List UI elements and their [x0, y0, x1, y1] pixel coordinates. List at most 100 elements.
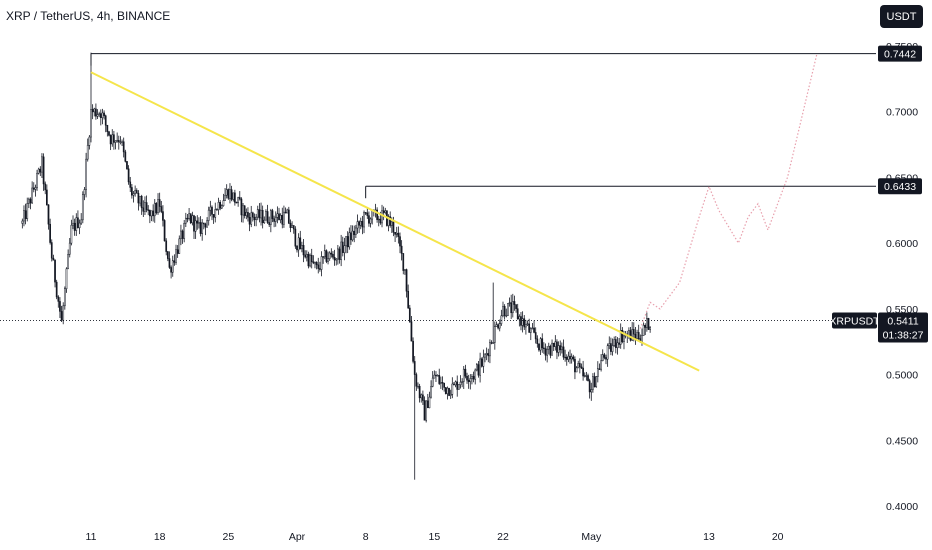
candle-body [194, 220, 197, 232]
candle [242, 203, 244, 223]
candle-body [471, 376, 473, 379]
candle-body [647, 318, 650, 330]
candle [338, 246, 341, 264]
candle [235, 201, 238, 204]
candle-body [263, 219, 266, 224]
candle [81, 191, 84, 224]
candle-body [479, 358, 481, 376]
candle-body [323, 250, 326, 258]
candle [305, 250, 308, 262]
candle-body [230, 189, 233, 200]
candle-body [209, 206, 212, 211]
candle-body [268, 222, 271, 225]
candle [106, 124, 109, 137]
candle-body [608, 343, 611, 346]
candle [191, 211, 194, 226]
candle-body [646, 318, 648, 328]
candle-body [158, 199, 161, 207]
candle [193, 214, 195, 239]
candle [279, 213, 282, 224]
candle [454, 380, 457, 388]
candle [297, 233, 300, 257]
candle [117, 135, 120, 150]
candle-body [225, 189, 228, 196]
candle-body [641, 335, 643, 342]
candle [346, 231, 349, 254]
candle [46, 184, 48, 206]
candle-body [189, 213, 192, 224]
candle-body [140, 195, 143, 209]
candle-body [36, 172, 38, 188]
candle [412, 337, 414, 364]
currency-unit-button[interactable]: USDT [880, 5, 923, 28]
candle-body [129, 181, 132, 188]
candle-body [39, 168, 42, 173]
candle [395, 226, 398, 238]
candle [116, 132, 119, 143]
candle [503, 304, 506, 320]
candle-body [498, 323, 501, 329]
candle-body [397, 232, 400, 237]
candle [39, 166, 42, 177]
candle-body [95, 108, 97, 117]
candle-body [490, 342, 493, 344]
candle-body [273, 218, 275, 222]
time-axis[interactable]: 11 18 25 Apr 8 15 22 May 13 20 [86, 531, 784, 543]
candle [552, 342, 555, 352]
candle-body [330, 252, 333, 255]
candle-body [274, 216, 277, 222]
candle-body [464, 368, 467, 377]
candle [28, 197, 30, 209]
candle-body [266, 211, 269, 223]
candle-body [278, 213, 280, 220]
candle-body [600, 360, 602, 370]
candle-body [37, 168, 40, 174]
candle [458, 384, 460, 390]
candle [23, 205, 25, 227]
candle-body [533, 327, 535, 333]
candle-body [399, 236, 401, 247]
symbol-tag-label: XRPUSDT [829, 316, 880, 328]
candle [646, 312, 648, 332]
candle [202, 222, 205, 230]
candle [269, 208, 272, 233]
candle-body [28, 198, 30, 204]
candle [547, 342, 550, 355]
candle-body [204, 223, 207, 228]
candle [247, 207, 249, 222]
candle-body [379, 218, 382, 224]
price-axis[interactable]: 0.75000.70000.65000.60000.55000.50000.45… [886, 41, 918, 513]
candle [158, 192, 161, 213]
candle [440, 376, 442, 389]
candle [319, 261, 321, 272]
candle [497, 323, 499, 330]
candle [495, 321, 498, 327]
candle [80, 213, 83, 225]
candle [356, 214, 359, 234]
candle [144, 196, 146, 216]
candle [358, 220, 360, 234]
candle-body [286, 209, 289, 214]
candle-body [343, 245, 346, 253]
candle-body [480, 358, 483, 367]
candle [135, 188, 138, 194]
candle [83, 187, 86, 201]
candle [649, 326, 651, 333]
candle [482, 349, 485, 373]
candle-body [240, 198, 243, 216]
candle-body [438, 375, 441, 384]
candle-body [114, 140, 117, 143]
candle-body [448, 387, 450, 396]
candle-body [387, 216, 390, 226]
candle [224, 187, 226, 201]
candle-body [289, 222, 292, 228]
candle [291, 221, 293, 228]
candle-body [368, 215, 370, 224]
time-tick-label: 18 [154, 531, 166, 543]
candle [85, 152, 87, 198]
candle [134, 185, 136, 197]
candle [485, 347, 488, 361]
candle [413, 356, 416, 480]
candle [289, 219, 292, 233]
